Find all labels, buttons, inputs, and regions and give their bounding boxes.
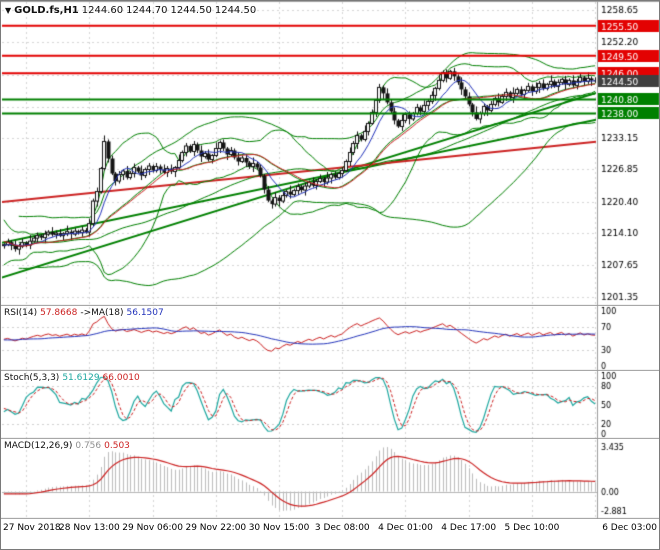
time-axis-label: 29 Nov 06:00 [122,523,183,533]
time-axis-label: 3 Dec 08:00 [314,523,370,533]
time-axis-label: 27 Nov 2018 [3,523,61,533]
rsi-label: RSI(14) 57.8668 ->MA(18) 56.1507 [4,308,167,318]
macd-signal-value: 0.503 [104,441,130,451]
time-axis-label: 29 Nov 22:00 [185,523,247,533]
time-axis[interactable]: 27 Nov 2018 28 Nov 13:00 29 Nov 06:00 29 No… [1,519,659,549]
price-panel: ▼ GOLD.fs,H1 1244.60 1244.70 1244.50 1244.50 [1,1,659,306]
stoch-name: Stoch(5,3,3) [4,373,60,383]
ohlc-high: 1244.70 [126,5,168,16]
time-axis-label: 28 Nov 13:00 [59,523,120,533]
time-axis-label: 4 Dec 01:00 [378,523,433,533]
time-axis-label: 30 Nov 15:00 [248,523,310,533]
rsi-ma-name: ->MA(18) [80,308,124,318]
symbol-label: GOLD.fs,H1 [14,5,79,16]
stoch-signal-value: 66.0010 [102,373,140,383]
rsi-name: RSI(14) [4,308,38,318]
time-axis-label: 6 Dec 03:00 [602,523,657,533]
rsi-ma-value: 56.1507 [126,308,164,318]
macd-label: MACD(12,26,9) 0.756 0.503 [4,441,133,451]
rsi-canvas[interactable] [1,306,659,371]
macd-canvas[interactable] [1,439,659,519]
price-chart-canvas[interactable] [1,1,659,306]
ohlc-close: 1244.50 [214,5,257,16]
stochastic-label: Stoch(5,3,3) 51.6129 66.0010 [4,373,143,383]
time-axis-label: 4 Dec 17:00 [441,523,497,533]
stoch-main-value: 51.6129 [62,373,100,383]
time-axis-label: 5 Dec 10:00 [504,523,560,533]
macd-main-value: 0.756 [75,441,102,451]
ohlc-low: 1244.50 [170,5,212,16]
macd-panel: MACD(12,26,9) 0.756 0.503 [1,439,659,519]
ohlc-open: 1244.60 [81,5,124,16]
rsi-panel: RSI(14) 57.8668 ->MA(18) 56.1507 [1,306,659,371]
chart-title: ▼ GOLD.fs,H1 1244.60 1244.70 1244.50 1244.50 [5,5,256,16]
macd-name: MACD(12,26,9) [4,441,73,451]
stochastic-panel: Stoch(5,3,3) 51.6129 66.0010 [1,371,659,439]
symbol-marker-icon: ▼ [5,6,12,15]
stochastic-canvas[interactable] [1,371,659,439]
rsi-value: 57.8668 [40,308,78,318]
